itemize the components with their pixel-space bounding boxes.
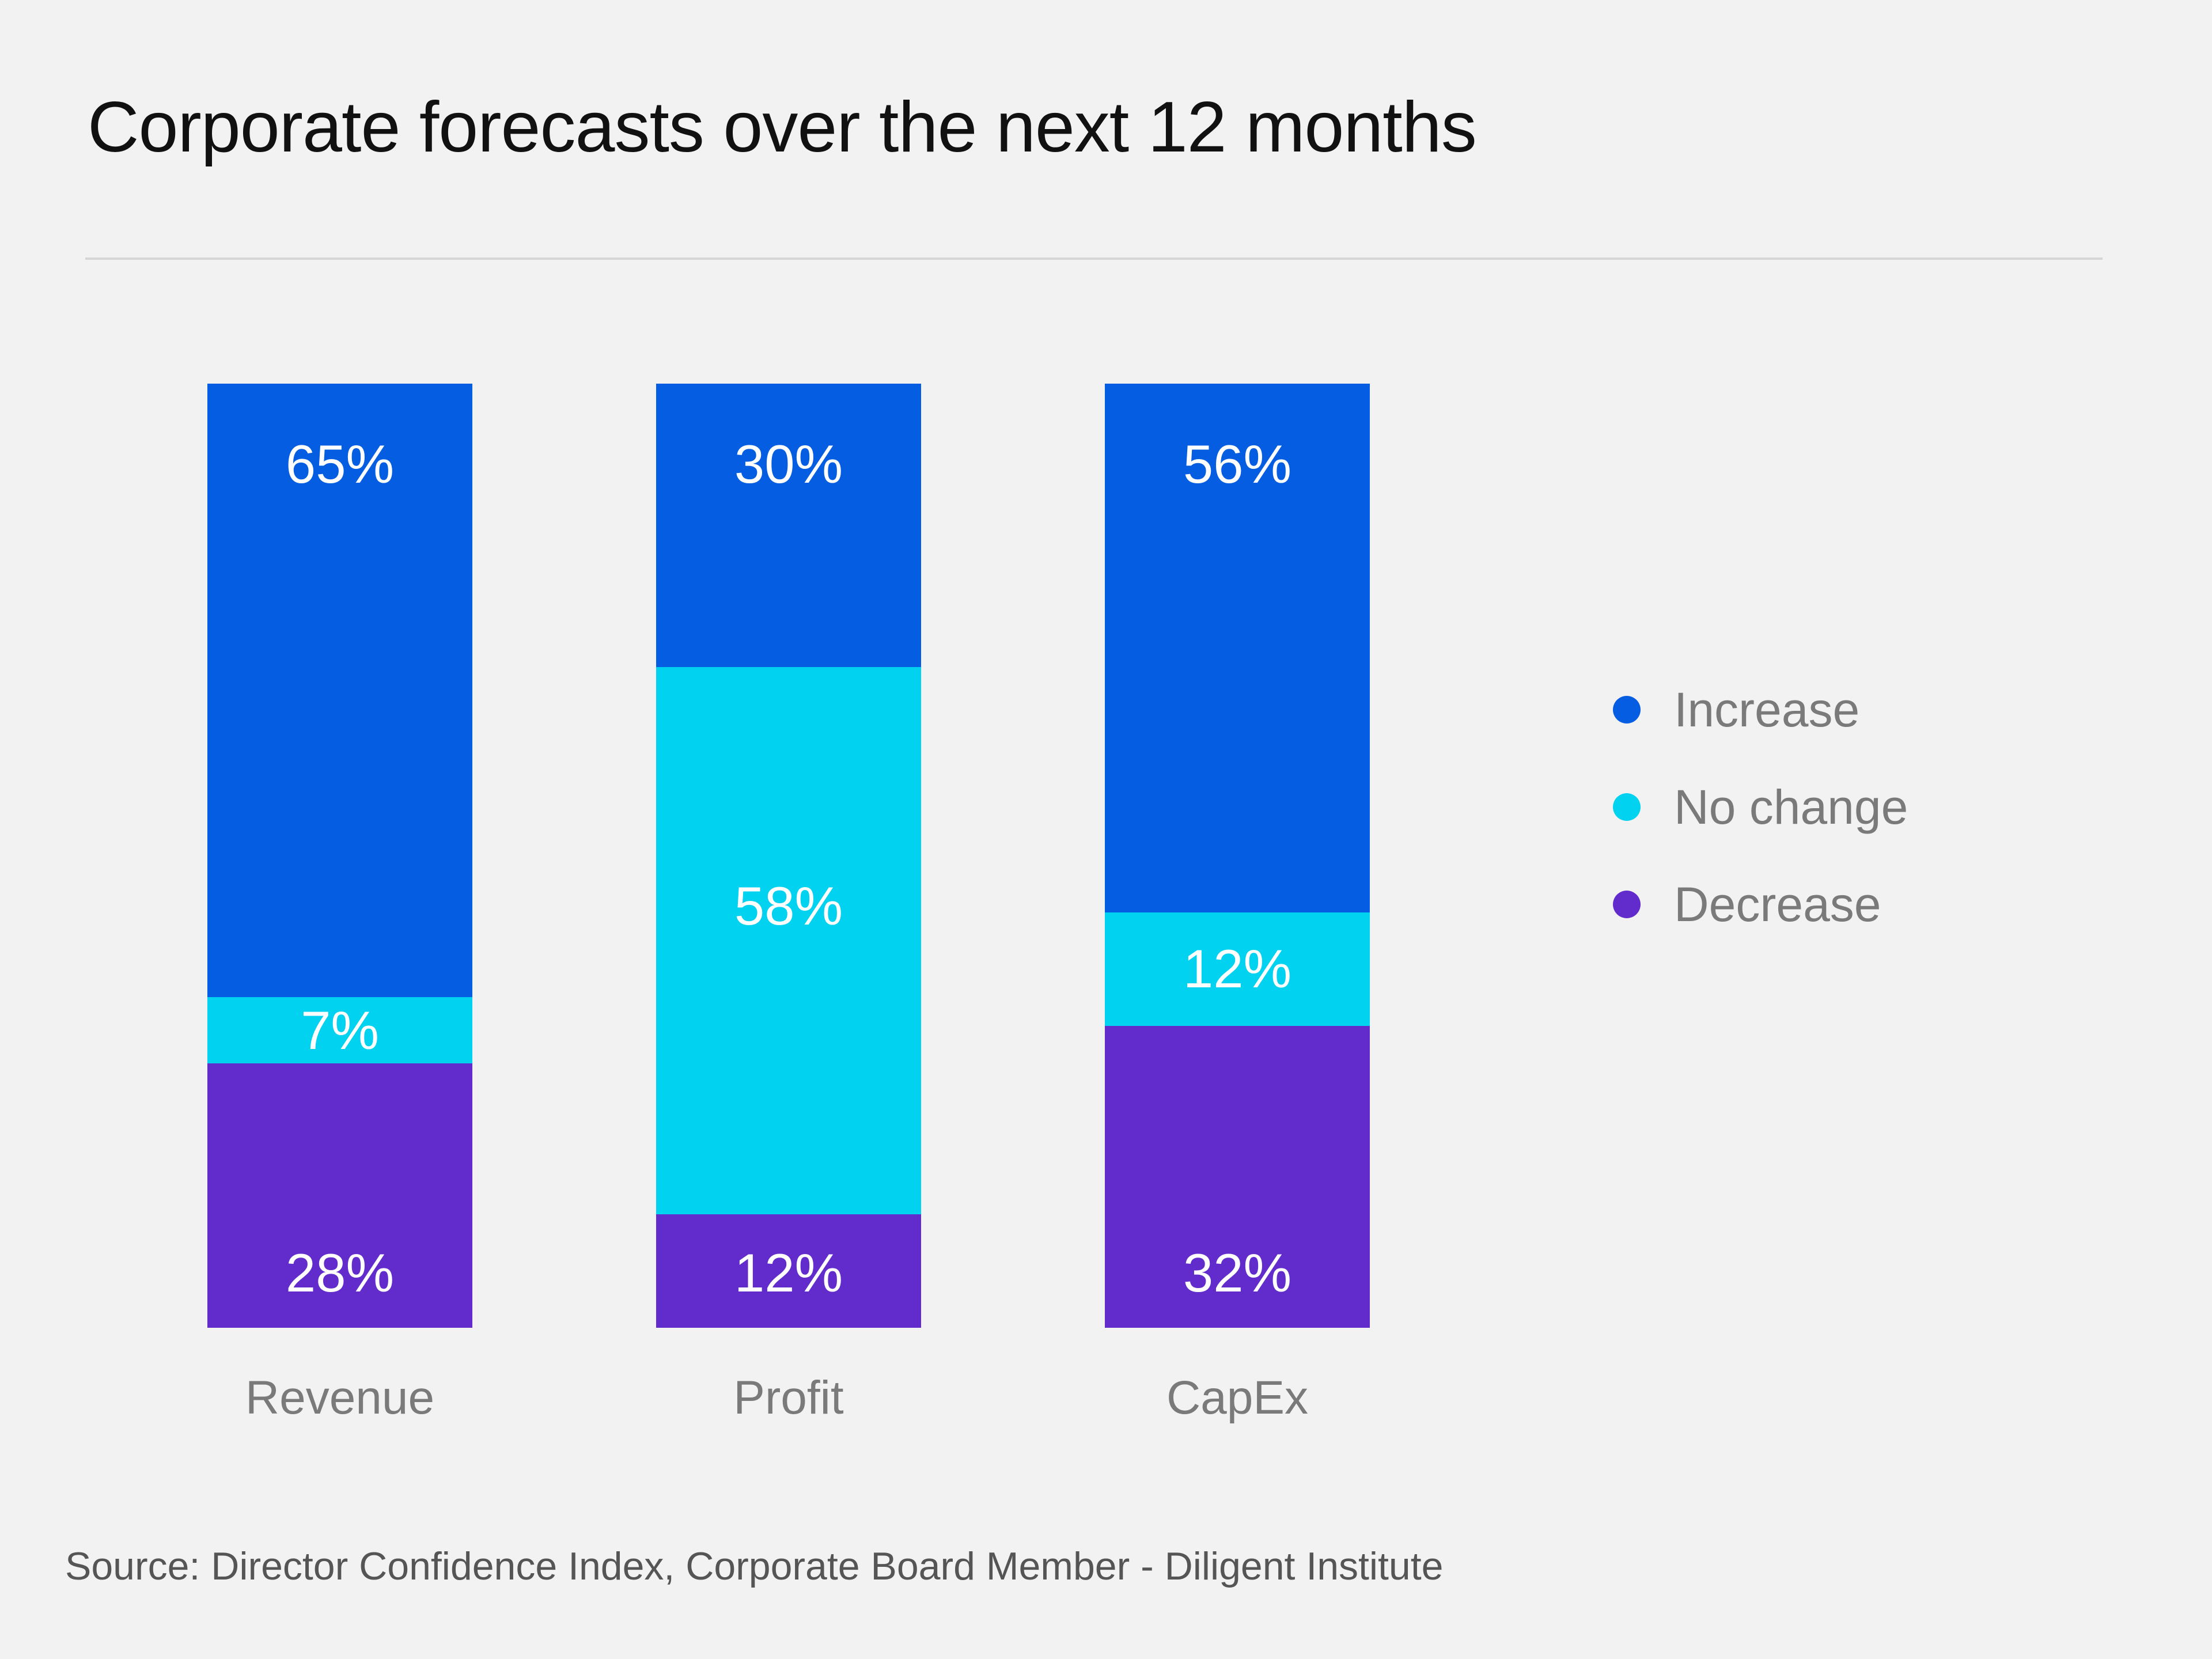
legend-dot-icon	[1613, 793, 1641, 821]
data-label: 30%	[734, 434, 843, 494]
data-label: 7%	[301, 999, 379, 1060]
legend-label: No change	[1674, 779, 1908, 834]
bar-segment-increase-capex	[1105, 384, 1370, 912]
legend-item: Decrease	[1613, 876, 1881, 933]
bar-segment-no-change-profit	[656, 666, 921, 1215]
legend-dot-icon	[1613, 891, 1641, 918]
legend-dot-icon	[1613, 696, 1641, 724]
category-label: CapEx	[1166, 1372, 1309, 1424]
source-note: Source: Director Confidence Index, Corpo…	[65, 1544, 1444, 1588]
bar-segment-decrease-capex	[1105, 1025, 1370, 1328]
legend-item: No change	[1613, 778, 1908, 836]
category-label: Revenue	[245, 1372, 435, 1424]
bar-segment-no-change-capex	[1105, 912, 1370, 1026]
bar-segment-no-change-revenue	[207, 997, 472, 1064]
divider	[85, 257, 2103, 260]
data-label: 56%	[1183, 434, 1292, 494]
bar-segment-decrease-revenue	[207, 1063, 472, 1328]
bar-segment-decrease-profit	[656, 1214, 921, 1328]
data-label: 28%	[285, 1243, 395, 1303]
legend-item: Increase	[1613, 681, 1859, 738]
chart-title: Corporate forecasts over the next 12 mon…	[88, 88, 1477, 167]
legend-label: Increase	[1674, 682, 1860, 737]
data-label: 12%	[1183, 938, 1292, 999]
data-label: 65%	[285, 434, 395, 494]
bar-segment-increase-revenue	[207, 384, 472, 998]
legend-label: Decrease	[1674, 877, 1881, 931]
category-label: Profit	[733, 1372, 844, 1424]
data-label: 12%	[734, 1243, 843, 1303]
bar-segment-increase-profit	[656, 384, 921, 667]
data-label: 58%	[734, 876, 843, 936]
data-label: 32%	[1183, 1243, 1292, 1303]
